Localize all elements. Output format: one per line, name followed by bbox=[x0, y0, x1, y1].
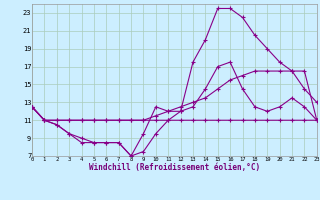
X-axis label: Windchill (Refroidissement éolien,°C): Windchill (Refroidissement éolien,°C) bbox=[89, 163, 260, 172]
